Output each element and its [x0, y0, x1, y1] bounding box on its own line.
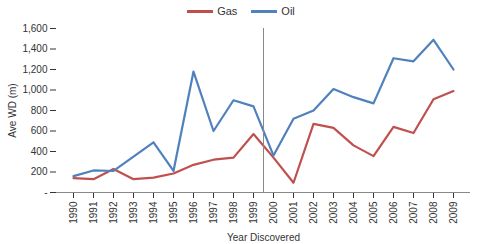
svg-text:2004: 2004 [348, 201, 359, 224]
svg-text:1990: 1990 [68, 201, 79, 224]
svg-text:1992: 1992 [108, 201, 119, 224]
svg-text:400: 400 [31, 146, 48, 157]
svg-text:600: 600 [31, 125, 48, 136]
svg-text:1994: 1994 [148, 201, 159, 224]
html-text:Gas: Gas [217, 5, 238, 17]
svg-text:1,000: 1,000 [22, 84, 47, 95]
svg-text:2003: 2003 [328, 201, 339, 224]
svg-text:2009: 2009 [448, 201, 459, 224]
svg-text:1999: 1999 [248, 201, 259, 224]
svg-text:2006: 2006 [388, 201, 399, 224]
svg-text:1995: 1995 [168, 201, 179, 224]
svg-text:800: 800 [31, 105, 48, 116]
svg-text:1991: 1991 [88, 201, 99, 224]
svg-text:1993: 1993 [128, 201, 139, 224]
svg-text:1,200: 1,200 [22, 64, 47, 75]
svg-text:1998: 1998 [228, 201, 239, 224]
svg-text:Ave WD (m): Ave WD (m) [7, 83, 18, 137]
svg-text:2008: 2008 [428, 201, 439, 224]
svg-text:2007: 2007 [408, 201, 419, 224]
svg-text:-: - [44, 187, 47, 198]
svg-text:2001: 2001 [288, 201, 299, 224]
svg-text:Year Discovered: Year Discovered [227, 232, 300, 243]
svg-text:1997: 1997 [208, 201, 219, 224]
svg-text:200: 200 [31, 166, 48, 177]
svg-text:1,400: 1,400 [22, 43, 47, 54]
svg-text:1996: 1996 [188, 201, 199, 224]
svg-text:2002: 2002 [308, 201, 319, 224]
svg-text:1,600: 1,600 [22, 23, 47, 34]
html-text:Oil: Oil [281, 5, 295, 17]
svg-text:2000: 2000 [268, 201, 279, 224]
svg-text:2005: 2005 [368, 201, 379, 224]
